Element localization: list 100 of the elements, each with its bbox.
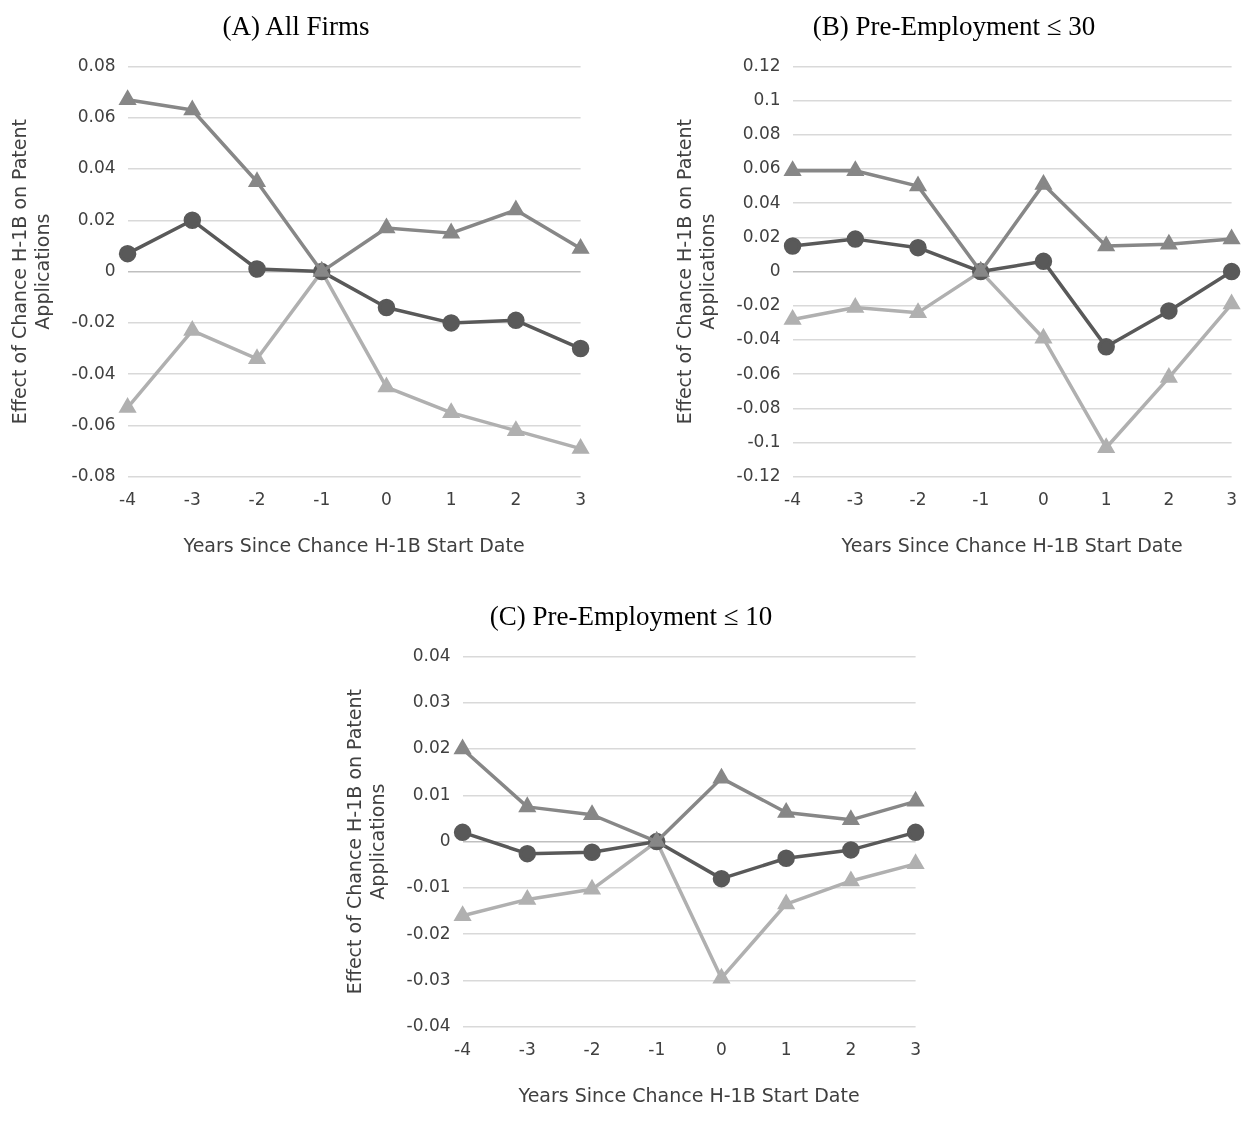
x-tick-label: 2 xyxy=(510,489,522,510)
x-tick-label: 3 xyxy=(1226,489,1238,510)
point xyxy=(910,177,926,192)
point xyxy=(1035,329,1052,344)
point xyxy=(183,211,202,230)
x-tick-label: -4 xyxy=(454,1039,472,1060)
point xyxy=(519,798,536,813)
y-tick-label: 0 xyxy=(104,260,116,281)
point xyxy=(1035,175,1052,190)
y-tick-label: -0.08 xyxy=(71,465,116,486)
point xyxy=(118,244,137,263)
point xyxy=(784,161,801,176)
point xyxy=(907,855,924,870)
y-tick-label: 0.08 xyxy=(77,54,116,75)
x-tick-label: -2 xyxy=(583,1039,601,1060)
point xyxy=(571,339,590,358)
y-tick-label: -0.03 xyxy=(406,968,451,989)
x-tick-label: -3 xyxy=(846,489,864,510)
x-tick-label: 1 xyxy=(445,489,457,510)
point xyxy=(847,298,864,313)
chart-title: (B) Pre-Employment ≤ 30 xyxy=(812,11,1096,42)
point xyxy=(378,378,395,393)
y-tick-label: 0.01 xyxy=(412,783,451,804)
point xyxy=(572,439,589,454)
point xyxy=(1098,237,1114,252)
x-tick-label: -3 xyxy=(518,1039,536,1060)
point xyxy=(453,823,472,842)
chart-title: (A) All Firms xyxy=(222,11,370,42)
point xyxy=(119,398,136,413)
point xyxy=(518,844,537,863)
point xyxy=(784,310,801,325)
point xyxy=(1161,235,1177,250)
y-tick-label: 0.02 xyxy=(412,737,451,758)
point xyxy=(907,792,924,807)
y-tick-label: -0.12 xyxy=(736,465,781,486)
y-tick-label: 0.12 xyxy=(742,54,781,75)
point xyxy=(454,906,471,921)
point xyxy=(249,350,265,365)
x-tick-label: -3 xyxy=(183,489,201,510)
point xyxy=(783,237,802,255)
point xyxy=(910,303,926,318)
y-tick-label: 0.1 xyxy=(753,89,781,110)
point xyxy=(843,872,859,887)
point xyxy=(443,224,459,239)
y-tick-label: -0.06 xyxy=(71,413,116,434)
point xyxy=(184,101,201,116)
point xyxy=(519,890,536,905)
y-tick-label: -0.01 xyxy=(406,876,451,897)
point xyxy=(1161,368,1177,383)
point xyxy=(572,239,589,254)
point xyxy=(713,769,730,784)
point xyxy=(454,740,471,755)
point xyxy=(1223,295,1240,310)
x-tick-label: -1 xyxy=(648,1039,666,1060)
x-tick-label: 1 xyxy=(1100,489,1112,510)
point xyxy=(906,823,925,842)
x-axis-title: Years Since Chance H-1B Start Date xyxy=(182,533,525,556)
point xyxy=(443,403,459,418)
x-tick-label: -4 xyxy=(784,489,802,510)
y-tick-label: 0 xyxy=(439,830,451,851)
y-tick-label: 0.04 xyxy=(77,157,116,178)
y-tick-label: 0.08 xyxy=(742,123,781,144)
x-tick-label: 1 xyxy=(780,1039,792,1060)
x-tick-label: 0 xyxy=(1038,489,1049,510)
y-tick-label: -0.04 xyxy=(71,362,116,383)
point xyxy=(583,843,601,861)
y-tick-label: -0.06 xyxy=(736,362,781,383)
point xyxy=(842,841,860,859)
point xyxy=(1097,338,1115,356)
y-tick-label: -0.02 xyxy=(71,311,116,332)
point xyxy=(584,806,600,820)
y-tick-label: 0.06 xyxy=(742,157,781,178)
x-axis-title: Years Since Chance H-1B Start Date xyxy=(840,533,1183,556)
point xyxy=(713,969,730,984)
y-axis-title: Effect of Chance H-1B on Patent Applications xyxy=(673,119,719,425)
point xyxy=(1098,438,1114,453)
y-tick-label: -0.02 xyxy=(736,294,781,315)
point xyxy=(909,238,927,257)
point xyxy=(507,311,525,330)
y-tick-label: 0.03 xyxy=(412,691,451,712)
point xyxy=(847,161,864,176)
x-tick-label: 2 xyxy=(1163,489,1175,510)
point xyxy=(778,895,794,910)
point xyxy=(508,421,524,436)
y-tick-label: -0.02 xyxy=(406,922,451,943)
point xyxy=(249,173,265,188)
x-axis-title: Years Since Chance H-1B Start Date xyxy=(517,1083,860,1106)
y-tick-label: 0.02 xyxy=(77,208,116,229)
point xyxy=(846,230,865,248)
y-axis-title: Effect of Chance H-1B on Patent Applications xyxy=(8,119,54,425)
x-tick-label: -1 xyxy=(313,489,331,510)
x-tick-label: -1 xyxy=(972,489,990,510)
y-tick-label: 0 xyxy=(769,260,781,281)
y-tick-label: -0.08 xyxy=(736,396,781,417)
x-tick-label: 0 xyxy=(381,489,392,510)
y-tick-label: -0.04 xyxy=(406,1015,451,1036)
y-tick-label: 0.04 xyxy=(412,644,451,665)
x-tick-label: -2 xyxy=(909,489,927,510)
point xyxy=(377,298,396,317)
point xyxy=(1222,262,1241,281)
